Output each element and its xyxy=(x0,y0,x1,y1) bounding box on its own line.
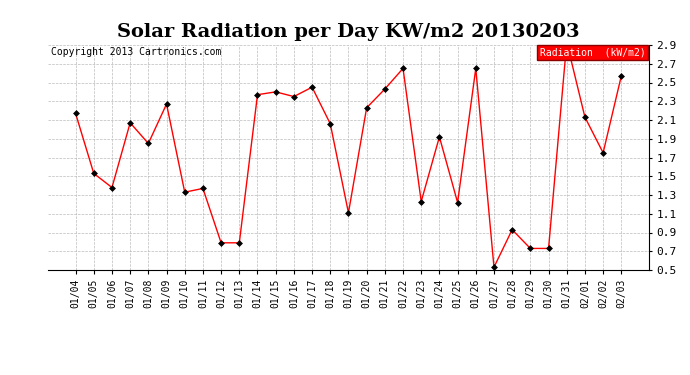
Text: Copyright 2013 Cartronics.com: Copyright 2013 Cartronics.com xyxy=(51,47,221,57)
Title: Solar Radiation per Day KW/m2 20130203: Solar Radiation per Day KW/m2 20130203 xyxy=(117,22,580,40)
Text: Radiation  (kW/m2): Radiation (kW/m2) xyxy=(540,47,646,57)
